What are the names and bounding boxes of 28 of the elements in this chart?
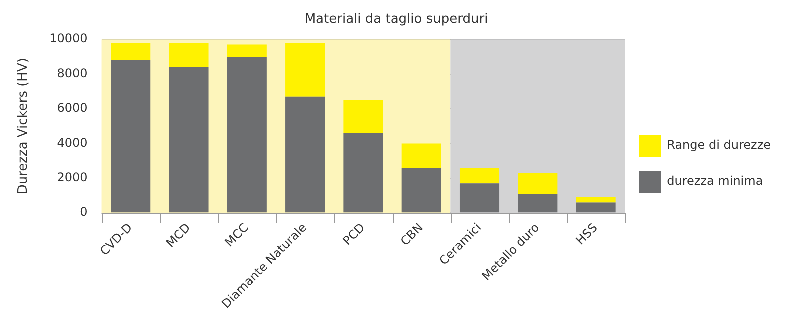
y-tick-label: 8000 [57,66,88,80]
bar [111,60,151,213]
bar [111,43,151,60]
chart-title: Materiali da taglio superduri [304,12,488,28]
bar [227,56,267,213]
y-tick-label: 0 [80,205,88,220]
bar [576,202,616,213]
bar [576,198,616,203]
legend-label: durezza minima [667,174,764,188]
bar [286,43,326,97]
bar [460,184,500,213]
y-tick-label: 2000 [57,170,88,185]
bar [344,133,384,213]
bar [460,168,500,184]
y-tick-label: 10000 [50,32,88,46]
y-axis-title: Durezza Vickers (HV) [16,58,32,195]
bar [286,96,326,213]
y-tick-label: 6000 [57,101,88,116]
bar [402,168,442,213]
legend-label: Range di durezze [667,138,772,152]
bar [518,194,558,213]
y-tick-label: 4000 [57,136,88,150]
bar [402,144,442,168]
bar [169,43,209,68]
bar [227,44,267,57]
bar [518,173,558,194]
bar [344,100,384,134]
bar [169,67,209,213]
